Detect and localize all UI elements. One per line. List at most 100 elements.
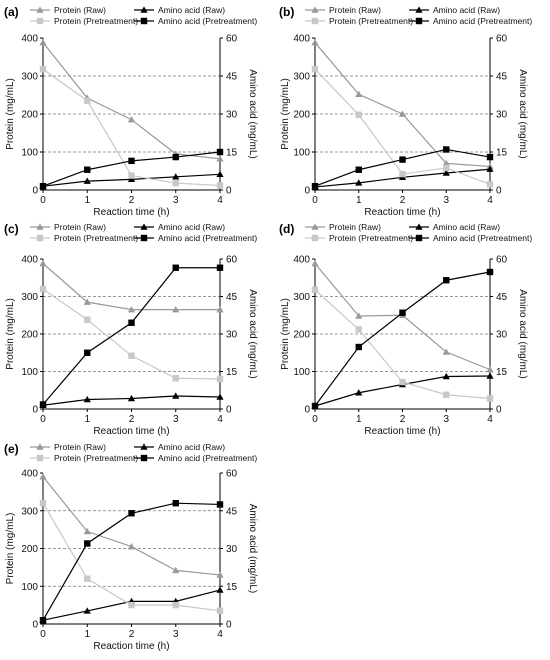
data-point — [216, 586, 224, 593]
left-tick-label: 0 — [304, 186, 310, 197]
right-tick-label: 0 — [226, 405, 232, 416]
data-point — [39, 259, 47, 267]
x-tick-label: 0 — [312, 414, 318, 425]
data-point — [128, 319, 135, 326]
x-axis-label: Reaction time (h) — [93, 641, 169, 652]
legend-label: Protein (Pretreatment) — [54, 233, 138, 243]
data-point — [355, 111, 362, 118]
data-point — [442, 169, 450, 176]
left-axis-label: Protein (mg/mL) — [280, 78, 291, 150]
x-tick-label: 1 — [84, 629, 90, 640]
data-point — [172, 500, 179, 507]
data-point — [311, 38, 319, 46]
data-point — [128, 352, 135, 359]
series-line-3 — [42, 68, 221, 187]
data-point — [127, 306, 136, 313]
legend-marker — [415, 234, 423, 242]
data-point — [216, 182, 224, 189]
legend-label: Protein (Pretreatment) — [329, 233, 413, 243]
chart-panel-1: (a) Protein (Raw) Amino acid (Raw) Protein … — [4, 5, 258, 218]
legend-marker — [140, 443, 148, 450]
left-tick-label: 300 — [293, 72, 310, 83]
legend-label: Amino acid (Pretreatment) — [433, 233, 532, 243]
x-tick-label: 4 — [487, 195, 493, 206]
data-point — [216, 375, 224, 383]
chart-panel-2: (b) Protein (Raw) Amino acid (Raw) Protein … — [279, 5, 532, 218]
x-tick-label: 3 — [173, 629, 179, 640]
legend-label: Amino acid (Raw) — [158, 442, 225, 452]
x-tick-label: 2 — [400, 414, 406, 425]
legend-label: Protein (Pretreatment) — [329, 16, 413, 26]
legend-label: Amino acid (Pretreatment) — [433, 16, 532, 26]
x-tick-label: 1 — [356, 414, 362, 425]
right-tick-label: 0 — [496, 405, 502, 416]
left-tick-label: 200 — [21, 330, 38, 341]
x-tick-label: 2 — [129, 195, 135, 206]
right-tick-label: 45 — [496, 72, 508, 83]
data-point — [399, 378, 406, 386]
legend-label: Amino acid (Raw) — [158, 222, 225, 232]
data-point — [172, 264, 179, 271]
data-point — [399, 309, 406, 316]
legend-marker — [36, 6, 44, 13]
data-point — [216, 148, 224, 156]
data-point — [128, 601, 135, 609]
data-point — [486, 372, 494, 379]
right-tick-label: 0 — [226, 620, 232, 631]
legend-marker — [140, 17, 148, 25]
data-point — [311, 286, 319, 293]
x-tick-label: 0 — [40, 414, 46, 425]
data-point — [83, 298, 91, 305]
data-point — [128, 157, 135, 165]
right-tick-label: 15 — [496, 367, 508, 378]
data-point — [216, 393, 224, 400]
data-point — [216, 571, 224, 578]
legend-marker — [36, 234, 44, 242]
data-point — [311, 402, 319, 410]
x-tick-label: 2 — [129, 414, 135, 425]
right-tick-label: 60 — [496, 255, 508, 266]
panel-label: (e) — [4, 442, 19, 456]
series-line-1 — [42, 263, 220, 311]
legend-label: Amino acid (Raw) — [433, 222, 500, 232]
left-tick-label: 300 — [21, 72, 38, 83]
left-tick-label: 400 — [293, 255, 310, 266]
legend-label: Protein (Raw) — [54, 5, 106, 15]
right-tick-label: 30 — [496, 330, 508, 341]
data-point — [399, 156, 406, 163]
data-point — [83, 177, 91, 184]
data-point — [172, 375, 179, 382]
chart-panel-5: (e) Protein (Raw) Amino acid (Raw) Protein … — [4, 442, 258, 652]
right-axis-label: Amino acid (mg/mL) — [517, 289, 528, 378]
data-point — [486, 366, 494, 373]
data-point — [39, 401, 47, 408]
data-point — [398, 110, 407, 117]
data-point — [172, 566, 180, 574]
data-point — [84, 575, 91, 582]
x-tick-label: 0 — [312, 195, 318, 206]
legend-marker — [36, 454, 44, 462]
data-point — [355, 312, 363, 319]
left-tick-label: 300 — [21, 506, 38, 517]
left-axis-label: Protein (mg/mL) — [5, 513, 16, 585]
right-tick-label: 15 — [226, 148, 238, 159]
right-axis-label: Amino acid (mg/mL) — [247, 69, 258, 158]
series-line-3 — [42, 502, 221, 612]
right-tick-label: 60 — [226, 34, 238, 45]
legend-label: Protein (Pretreatment) — [54, 453, 138, 463]
data-point — [127, 543, 136, 550]
legend-label: Protein (Pretreatment) — [54, 16, 138, 26]
legend-marker — [140, 223, 148, 230]
data-point — [355, 90, 363, 97]
x-tick-label: 1 — [356, 195, 362, 206]
x-tick-label: 3 — [443, 195, 449, 206]
legend-label: Protein (Raw) — [54, 442, 106, 452]
legend-label: Amino acid (Raw) — [158, 5, 225, 15]
panel-label: (b) — [279, 5, 294, 19]
legend-label: Amino acid (Pretreatment) — [158, 233, 257, 243]
data-point — [355, 179, 363, 186]
data-point — [443, 277, 450, 284]
legend-label: Protein (Raw) — [329, 5, 381, 15]
x-tick-label: 3 — [173, 195, 179, 206]
